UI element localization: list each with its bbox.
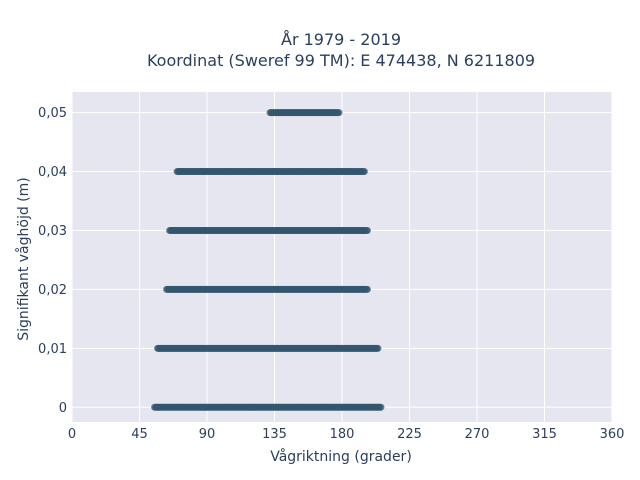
x-tick-label: 90 <box>199 427 216 442</box>
y-tick-labels: 0 0,01 0,02 0,03 0,04 0,05 <box>38 106 67 416</box>
scatter-point <box>377 403 385 411</box>
scatter-point <box>335 109 343 117</box>
x-tick-label: 0 <box>68 427 76 442</box>
scatter-points <box>151 109 385 411</box>
scatter-band <box>166 226 371 234</box>
scatter-point <box>364 226 371 234</box>
y-axis-title: Signifikant våghöjd (m) <box>15 177 32 340</box>
x-tick-label: 225 <box>397 427 422 442</box>
x-tick-label: 360 <box>600 427 625 442</box>
x-tick-labels: 0 45 90 135 180 225 270 315 360 <box>68 427 625 442</box>
scatter-point <box>374 344 382 352</box>
y-tick-label: 0 <box>59 401 67 416</box>
chart-title-line2: Koordinat (Sweref 99 TM): E 474438, N 62… <box>147 51 535 70</box>
x-tick-label: 45 <box>131 427 148 442</box>
scatter-point <box>364 285 371 293</box>
x-tick-label: 315 <box>532 427 557 442</box>
x-tick-label: 135 <box>262 427 287 442</box>
x-tick-label: 180 <box>330 427 355 442</box>
scatter-band <box>154 344 382 352</box>
x-tick-label: 270 <box>465 427 490 442</box>
y-tick-label: 0,02 <box>38 283 67 298</box>
y-tick-label: 0,05 <box>38 106 67 121</box>
x-axis-title: Vågriktning (grader) <box>270 448 412 465</box>
scatter-band <box>163 285 371 293</box>
scatter-band <box>173 168 368 176</box>
scatter-band <box>151 403 385 411</box>
y-tick-label: 0,04 <box>38 165 67 180</box>
y-tick-label: 0,03 <box>38 224 67 239</box>
chart-title-line1: År 1979 - 2019 <box>281 30 401 49</box>
y-tick-label: 0,01 <box>38 342 67 357</box>
scatter-band <box>266 109 343 117</box>
scatter-point <box>361 168 368 176</box>
